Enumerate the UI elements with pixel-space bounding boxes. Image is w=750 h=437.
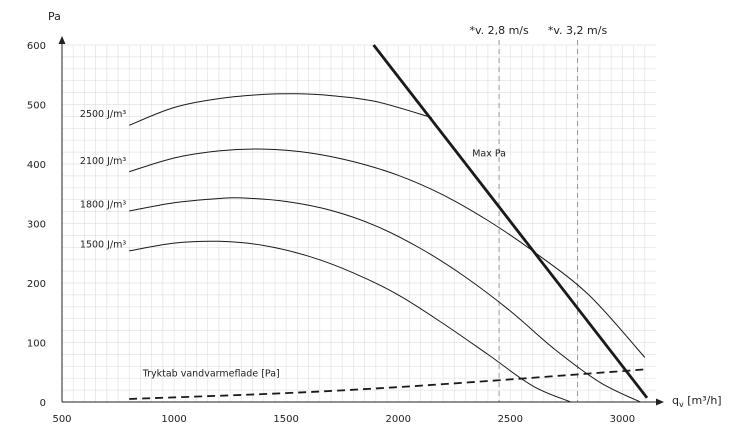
x-axis-arrow bbox=[656, 398, 664, 406]
reference-line-label: *v. 2,8 m/s bbox=[469, 24, 529, 37]
y-tick-label: 600 bbox=[27, 41, 46, 52]
x-tick-label: 2000 bbox=[385, 414, 410, 425]
x-tick-label: 2500 bbox=[498, 414, 523, 425]
series-max-pa bbox=[372, 44, 649, 399]
x-axis-title: qv [m³/h] bbox=[672, 394, 722, 409]
x-axis-title-sub: v bbox=[679, 400, 684, 409]
y-tick-label: 200 bbox=[27, 279, 46, 290]
annotation-2500-j-m: 2500 J/m³ bbox=[80, 109, 126, 120]
tick-labels: 500 1000 1500 2000 2500 3000 0 100 200 300 400 500 6… bbox=[27, 41, 635, 425]
series-2100-j-m bbox=[129, 148, 646, 358]
series-2500-j-m bbox=[129, 93, 432, 126]
annotations: 2500 J/m³ 2100 J/m³ 1800 J/m³ 1500 J/m³ Max … bbox=[80, 109, 506, 379]
grid bbox=[62, 44, 656, 402]
velocity-reference-lines: *v. 2,8 m/s *v. 3,2 m/s bbox=[469, 24, 607, 402]
y-tick-label: 0 bbox=[40, 398, 46, 409]
series-1800-j-m bbox=[129, 197, 641, 403]
y-tick-label: 100 bbox=[27, 339, 46, 350]
annotation-2100-j-m: 2100 J/m³ bbox=[80, 156, 126, 167]
reference-line-label: *v. 3,2 m/s bbox=[548, 24, 608, 37]
y-tick-label: 300 bbox=[27, 220, 46, 231]
x-axis-title-main: q bbox=[672, 394, 679, 407]
x-tick-label: 500 bbox=[52, 414, 71, 425]
series-1500-j-m bbox=[129, 240, 571, 403]
series-tryktab-vandvarmeflade-pa bbox=[129, 368, 645, 400]
y-tick-label: 500 bbox=[27, 101, 46, 112]
y-axis-arrow bbox=[58, 36, 66, 44]
annotation-1800-j-m: 1800 J/m³ bbox=[80, 199, 126, 210]
annotation-tryktab-vandvarmeflade-pa: Tryktab vandvarmeflade [Pa] bbox=[142, 368, 280, 379]
x-tick-label: 1000 bbox=[161, 414, 186, 425]
x-tick-label: 1500 bbox=[273, 414, 298, 425]
annotation-max-pa: Max Pa bbox=[472, 148, 506, 159]
axes bbox=[58, 36, 664, 406]
annotation-1500-j-m: 1500 J/m³ bbox=[80, 239, 126, 250]
y-tick-label: 400 bbox=[27, 160, 46, 171]
y-axis-title: Pa bbox=[48, 10, 61, 23]
x-axis-title-rest: [m³/h] bbox=[684, 394, 722, 407]
x-tick-label: 3000 bbox=[610, 414, 635, 425]
series-group bbox=[129, 44, 649, 403]
